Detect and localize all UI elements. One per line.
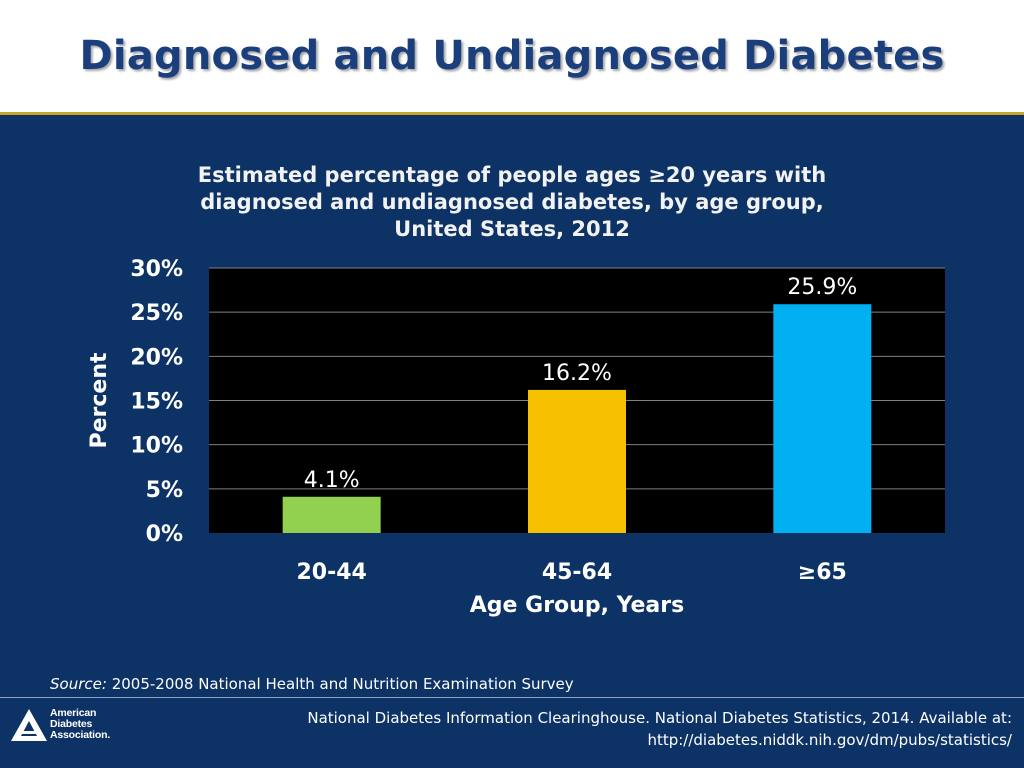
- data-label: 4.1%: [304, 468, 360, 493]
- logo-line-3: Association.: [50, 729, 111, 741]
- y-tick-label: 30%: [130, 257, 183, 282]
- y-axis-label: Percent: [87, 352, 112, 449]
- logo-line-1: American: [50, 707, 97, 719]
- bar-2044: [282, 496, 381, 533]
- y-tick-label: 0%: [146, 522, 183, 547]
- source-text: 2005-2008 National Health and Nutrition …: [111, 675, 574, 693]
- x-tick-label: 20-44: [296, 560, 366, 585]
- x-axis-label: Age Group, Years: [470, 593, 684, 618]
- ada-logo-text: American Diabetes Association.: [50, 708, 110, 741]
- logo-line-2: Diabetes: [50, 718, 93, 730]
- chart-title-line-1: Estimated percentage of people ages ≥20 …: [197, 163, 827, 187]
- slide-title: Diagnosed and Undiagnosed Diabetes: [79, 33, 945, 79]
- title-banner: Diagnosed and Undiagnosed Diabetes: [0, 0, 1024, 112]
- chart-title-line-2: diagnosed and undiagnosed diabetes, by a…: [200, 190, 824, 214]
- title-divider: [0, 112, 1024, 115]
- x-tick-label: ≥65: [798, 560, 847, 585]
- y-tick-label: 20%: [130, 345, 183, 370]
- citation-line-1: National Diabetes Information Clearingho…: [307, 709, 1012, 727]
- footer-divider: [0, 697, 1024, 698]
- citation: National Diabetes Information Clearingho…: [192, 707, 1012, 751]
- ada-triangle-icon: [11, 709, 47, 741]
- citation-line-2: http://diabetes.niddk.nih.gov/dm/pubs/st…: [647, 731, 1012, 749]
- bar-65: [773, 304, 872, 533]
- data-label: 16.2%: [542, 361, 612, 386]
- ada-logo: American Diabetes Association.: [10, 708, 122, 748]
- data-label: 25.9%: [787, 275, 857, 300]
- source-note: Source: 2005-2008 National Health and Nu…: [50, 674, 574, 694]
- x-tick-label: 45-64: [542, 560, 612, 585]
- y-tick-label: 25%: [130, 301, 183, 326]
- y-tick-label: 15%: [130, 390, 183, 415]
- chart-title-line-3: United States, 2012: [394, 217, 630, 241]
- y-tick-label: 10%: [130, 434, 183, 459]
- source-label: Source:: [50, 675, 107, 693]
- chart-title: Estimated percentage of people ages ≥20 …: [140, 162, 884, 243]
- y-tick-label: 5%: [146, 478, 183, 503]
- bar-4564: [528, 389, 626, 533]
